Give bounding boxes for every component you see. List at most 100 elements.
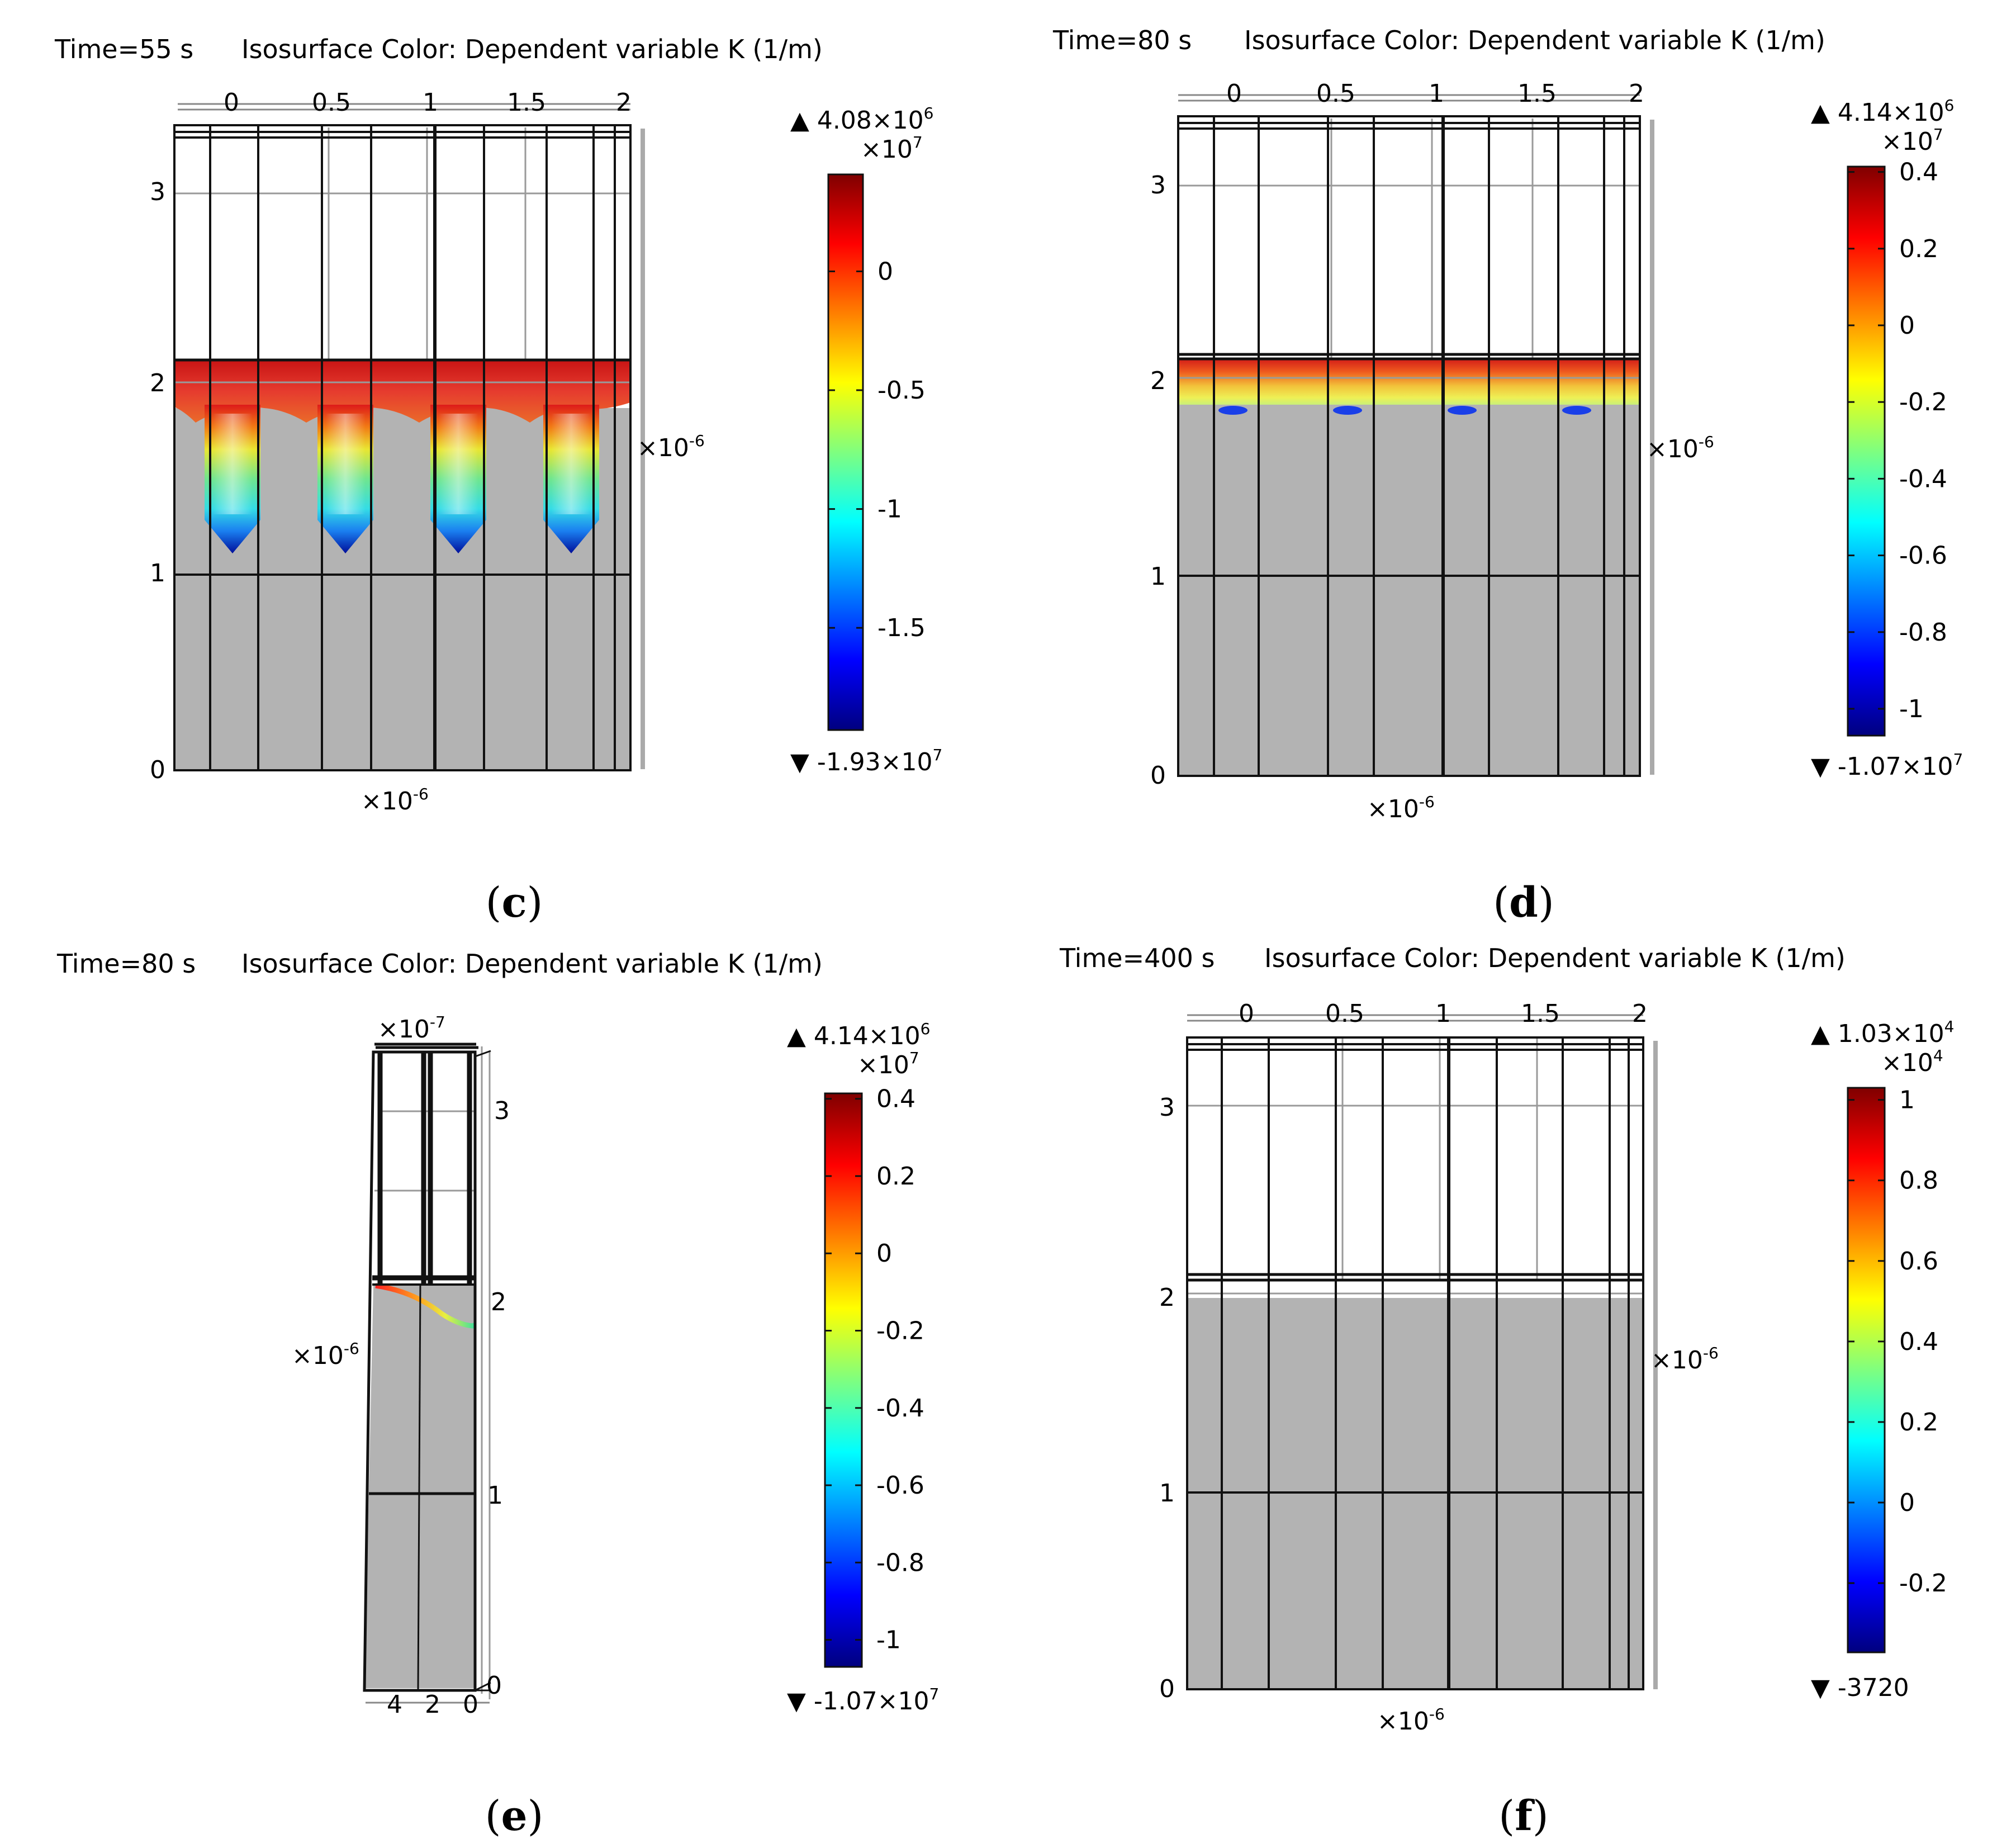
colorbar-tick-label: 0.2 (1899, 1408, 1938, 1437)
left-tick: 3 (1159, 1093, 1175, 1122)
color-band (1178, 358, 1640, 405)
panel-label: (f) (1498, 1792, 1549, 1840)
colorbar: ▲ 4.14×106 ×107 ▼ -1.07×107 0.4 0.2 0 -0.2 -… (787, 1020, 939, 1716)
frame (1177, 115, 1641, 777)
colorbar-gradient (1847, 1087, 1886, 1653)
colorbar-scale: ×107 (861, 133, 923, 164)
colorbar-tick-label: -0.2 (876, 1317, 924, 1345)
top-tick: 1.5 (507, 88, 546, 117)
panel-c-figure: Time=55 s Isosurface Color: Dependent va… (54, 34, 942, 922)
top-tick: 0 (224, 88, 239, 117)
bottom-tick: 0 (463, 1690, 478, 1719)
colorbar-ticks: 0.4 0.2 0 -0.2 -0.4 -0.6 -0.8 -1 (825, 1085, 924, 1655)
colorbar-max: ▲ 1.03×104 (1811, 1017, 1954, 1048)
colorbar-scale: ×107 (1881, 125, 1943, 156)
colorbar-tick-label: -0.5 (877, 376, 926, 405)
panel-d: Time=80 s Isosurface Color: Dependent va… (998, 0, 1996, 922)
colorbar-tick-label: -0.2 (1899, 388, 1947, 416)
colorbar-gradient (824, 1092, 863, 1668)
frame (363, 1043, 491, 1692)
colorbar-tick-label: -1.5 (877, 614, 926, 642)
colorbar-tick-label: 0.2 (876, 1162, 916, 1191)
colorbar-tick-label: 0.2 (1899, 235, 1938, 263)
colorbar-tick-label: -0.8 (876, 1548, 924, 1577)
top-tick: 1 (1435, 999, 1451, 1028)
colorbar-gradient (1847, 165, 1886, 737)
panel-f: Time=400 s Isosurface Color: Dependent v… (998, 922, 1996, 1845)
frame (1186, 1036, 1644, 1690)
colorbar-tick-label: 0 (876, 1239, 892, 1268)
colorbar-tick-label: 0.8 (1899, 1167, 1938, 1195)
left-tick: 2 (150, 369, 165, 397)
panel-label: (e) (485, 1792, 544, 1840)
colorbar-max: ▲ 4.08×106 (790, 104, 933, 135)
top-tick: 2 (1629, 79, 1644, 108)
side-tick: 3 (494, 1097, 510, 1125)
left-tick: 0 (1159, 1675, 1175, 1703)
bottom-multiplier: ×10-6 (1377, 1705, 1445, 1736)
colorbar-scale: ×107 (857, 1049, 919, 1079)
colorbar-ticks: 0 -0.5 -1 -1.5 (828, 257, 926, 642)
side-multiplier: ×10-6 (637, 432, 705, 462)
time-label: Time=400 s (1059, 943, 1215, 973)
plot-title: Isosurface Color: Dependent variable K (… (241, 34, 823, 64)
colorbar-tick-label: -1 (876, 1626, 901, 1655)
red-band (174, 360, 630, 423)
left-multiplier: ×10-6 (292, 1339, 359, 1370)
top-axis: 0 0.5 1 1.5 2 (1178, 79, 1644, 108)
colorbar-tick-label: 0.6 (1899, 1247, 1938, 1276)
colorbar-tick-label: -0.6 (1899, 542, 1947, 570)
panel-e: Time=80 s Isosurface Color: Dependent va… (0, 922, 998, 1845)
side-tick: 0 (486, 1671, 502, 1700)
grid (174, 127, 630, 383)
colorbar-tick-label: -1 (1899, 695, 1924, 723)
top-tick: 2 (1632, 999, 1648, 1028)
colorbar-tick-label: 0.4 (1899, 158, 1938, 187)
side-tick: 2 (491, 1288, 506, 1316)
left-tick: 2 (1159, 1283, 1175, 1312)
left-tick: 1 (1150, 562, 1166, 591)
side-multiplier: ×10-6 (1651, 1344, 1719, 1375)
left-tick: 2 (1150, 367, 1166, 395)
blue-spots (1218, 406, 1591, 415)
side-multiplier: ×10-6 (1647, 433, 1714, 463)
left-tick: 3 (150, 178, 165, 206)
colorbar-tick-label: -0.2 (1899, 1569, 1947, 1598)
top-tick: 1.5 (1521, 999, 1560, 1028)
left-tick: 1 (150, 559, 165, 587)
colorbar-gradient (827, 173, 864, 731)
colorbar-tick-label: 0.4 (1899, 1328, 1938, 1356)
interface-edge (375, 1283, 477, 1329)
panel-f-figure: Time=400 s Isosurface Color: Dependent v… (1059, 943, 1954, 1840)
panel-d-figure: Time=80 s Isosurface Color: Dependent va… (1052, 25, 1963, 922)
top-tick: 2 (616, 88, 632, 117)
colorbar-tick-label: -0.8 (1899, 618, 1947, 647)
panel-c: Time=55 s Isosurface Color: Dependent va… (0, 0, 998, 922)
bottom-multiplier: ×10-6 (361, 785, 429, 816)
colorbar-tick-label: -0.4 (876, 1394, 924, 1423)
bottom-tick: 4 (387, 1690, 402, 1719)
top-tick: 0.5 (1325, 999, 1364, 1028)
time-label: Time=80 s (1052, 25, 1192, 55)
colorbar-min: ▼ -1.07×107 (787, 1685, 939, 1716)
top-axis: 0 0.5 1 1.5 2 (178, 88, 632, 117)
grid (1178, 119, 1640, 379)
plot-title: Isosurface Color: Dependent variable K (… (1244, 25, 1825, 55)
top-tick: 1 (1429, 79, 1444, 108)
panel-label: (d) (1493, 879, 1554, 922)
left-tick: 1 (1159, 1479, 1175, 1508)
colorbar-min: ▼ -1.07×107 (1811, 750, 1963, 781)
time-label: Time=55 s (54, 34, 193, 64)
colorbar: ▲ 1.03×104 ×104 ▼ -3720 1 0.8 0.6 0.4 0.2 0 -0… (1811, 1017, 1954, 1702)
colorbar-ticks: 1 0.8 0.6 0.4 0.2 0 -0.2 (1848, 1086, 1947, 1598)
colorbar: ▲ 4.14×106 ×107 ▼ -1.07×107 0.4 0.2 0 -0.2 -… (1811, 96, 1963, 781)
colorbar-max: ▲ 4.14×106 (787, 1020, 930, 1050)
colorbar-max: ▲ 4.14×106 (1811, 96, 1954, 127)
colorbar-tick-label: -0.6 (876, 1471, 924, 1500)
colorbar-tick-label: 0 (877, 257, 893, 286)
colorbar-tick-label: 1 (1899, 1086, 1915, 1115)
left-tick: 3 (1150, 171, 1166, 200)
penetration-fingers (205, 405, 599, 553)
left-tick: 0 (150, 756, 165, 784)
panel-label: (c) (486, 879, 543, 922)
